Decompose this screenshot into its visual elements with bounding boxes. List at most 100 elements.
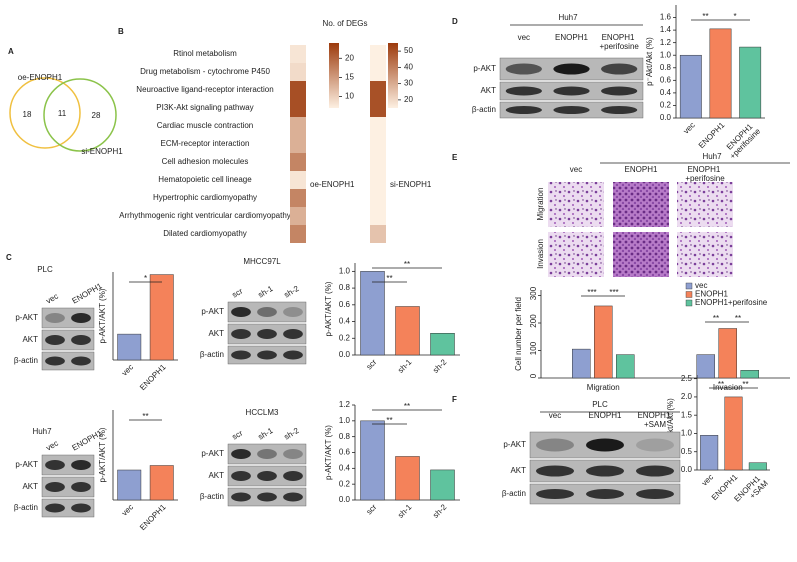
blot-band — [536, 465, 574, 477]
micrograph-row-label: Invasion — [536, 239, 545, 269]
micrograph — [677, 232, 733, 277]
lane-label: sh-2 — [283, 426, 301, 442]
lane-label: sh-1 — [257, 284, 275, 300]
venn-count: 18 — [23, 110, 32, 119]
venn-circle — [9, 77, 81, 149]
blot-band — [257, 350, 277, 360]
bar — [430, 333, 455, 356]
blot-strip — [227, 443, 307, 465]
blot-band — [45, 503, 65, 513]
colorbar-tick-label: 10 — [345, 92, 354, 101]
y-tick-label: 0.0 — [339, 350, 351, 359]
heat-cell — [370, 81, 386, 99]
micrograph — [613, 232, 669, 277]
blot-row-label: AKT — [208, 329, 224, 338]
blot-band — [601, 63, 638, 75]
venn-circle — [43, 78, 117, 152]
significance-label: ** — [404, 402, 410, 411]
panel-label: B — [118, 27, 124, 36]
blot-band — [553, 86, 590, 96]
blot-band — [257, 492, 277, 502]
y-tick-label: 0.8 — [339, 283, 351, 292]
blot-band — [71, 503, 91, 513]
blot-row-label: p-AKT — [201, 307, 224, 316]
lane-label: vec — [518, 33, 530, 42]
blot-band — [283, 492, 303, 502]
heat-cell — [290, 171, 306, 189]
blot-band — [231, 307, 251, 317]
blot-band — [71, 460, 91, 470]
blot-band — [231, 492, 251, 502]
blot-band — [257, 471, 277, 481]
heat-cell — [370, 117, 386, 135]
lane-label: ENOPH1 — [589, 411, 622, 420]
y-tick-label: 2.5 — [681, 374, 693, 383]
significance-label: ** — [742, 380, 748, 389]
blot-row-label: β-actin — [502, 489, 526, 498]
row-label: Hypertrophic cardiomyopathy — [153, 193, 257, 202]
blot-row-label: p-AKT — [15, 460, 38, 469]
blot-band — [553, 63, 590, 75]
venn-set-label: oe-ENOPH1 — [18, 73, 63, 82]
heat-cell — [370, 225, 386, 243]
blot-row-label: β-actin — [14, 503, 38, 512]
blot-band — [71, 356, 91, 366]
heat-cell — [290, 99, 306, 117]
blot-row-label: p-AKT — [201, 449, 224, 458]
blot-band — [231, 350, 251, 360]
x-tick-label: ENOPH1 — [697, 120, 727, 150]
y-tick-label: 300 — [529, 286, 538, 300]
heat-cell — [290, 153, 306, 171]
x-tick-label: scr — [364, 357, 378, 371]
column-label: si-ENOPH1 — [390, 180, 432, 189]
row-label: ECM-receptor interaction — [161, 139, 250, 148]
blot-title: PLC — [37, 265, 53, 274]
blot-band — [71, 335, 91, 345]
y-tick-label: 0.0 — [681, 465, 693, 474]
significance-label: ** — [404, 260, 410, 269]
blot-row-label: p-AKT — [503, 440, 526, 449]
micrograph-title: Huh7 — [702, 152, 722, 161]
panel-label: A — [8, 47, 14, 56]
blot-band — [45, 313, 65, 323]
bar — [696, 354, 715, 379]
heat-cell — [370, 45, 386, 63]
colorbar — [329, 43, 339, 108]
blot-band — [71, 482, 91, 492]
micrograph — [548, 232, 604, 277]
lane-label: vec — [45, 292, 60, 306]
significance-label: ** — [713, 314, 719, 323]
blot-band — [505, 63, 542, 75]
y-tick-label: 0.4 — [339, 317, 351, 326]
y-axis-label: p⁻Akt/Akt (%) — [645, 37, 654, 86]
y-tick-label: 0.2 — [339, 333, 351, 342]
bar — [700, 435, 719, 471]
y-tick-label: 1.0 — [660, 50, 672, 59]
x-tick-label: ENOPH1 +perifosine — [722, 120, 763, 161]
panel-label: D — [452, 17, 458, 26]
legend-swatch — [685, 282, 693, 290]
lane-label: ENOPH1 +perifosine — [599, 33, 639, 51]
y-tick-label: 0.2 — [339, 479, 351, 488]
row-label: Drug metabolism - cytochrome P450 — [140, 67, 270, 76]
row-label: PI3K-Akt signaling pathway — [156, 103, 253, 112]
x-tick-label: vec — [120, 503, 135, 518]
blot-title: Huh7 — [32, 427, 52, 436]
bar — [430, 469, 455, 501]
significance-label: ** — [735, 314, 741, 323]
significance-label: *** — [609, 288, 618, 297]
legend-swatch — [685, 291, 693, 298]
heatmap-title: No. of DEGs — [323, 19, 368, 28]
y-tick-label: 0.6 — [339, 300, 351, 309]
bar — [117, 469, 142, 501]
blot-row-label: AKT — [208, 471, 224, 480]
blot-band — [283, 307, 303, 317]
row-label: Cardiac muscle contraction — [157, 121, 253, 130]
y-axis-label: p⁻Akt/Akt (%) — [666, 398, 675, 447]
heat-cell — [370, 135, 386, 153]
bar — [149, 465, 174, 501]
y-tick-label: 0.0 — [339, 495, 351, 504]
colorbar-tick-label: 40 — [404, 62, 413, 71]
heat-cell — [370, 189, 386, 207]
blot-band — [586, 438, 624, 452]
